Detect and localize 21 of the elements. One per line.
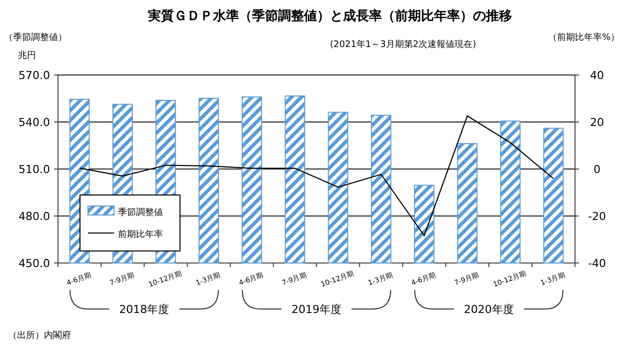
y-tick-label: 450.0 [18,257,50,270]
text: 2018年度 [119,303,170,316]
y2-tick-label: 0 [594,163,600,176]
y2-tick-label: 40 [590,69,604,82]
y2-tick-label: -20 [588,210,606,223]
legend-label: 前期比年率 [118,229,163,240]
y-tick-label: 570.0 [18,69,50,82]
chart-title: 実質ＧＤＰ水準（季節調整値）と成長率（前期比年率）の推移 [147,8,512,24]
text: 兆円 [18,50,36,61]
y-axis-title: （季節調整値） [4,32,67,43]
text: 2020年度 [464,303,514,316]
y2-tick-label: 20 [590,116,604,129]
text: 2019年度 [292,303,342,316]
legend-label: 季節調整値 [118,207,163,218]
y-tick-label: 540.0 [18,116,50,129]
y-tick-label: 480.0 [18,210,50,223]
text: （出所）内閣府 [8,330,71,341]
y2-tick-label: -40 [588,257,606,270]
y-tick-label: 510.0 [18,163,50,176]
text: (2021年1～3月期第2次速報値現在) [330,39,476,50]
y2-axis-title: （前期比年率%） [548,32,620,43]
